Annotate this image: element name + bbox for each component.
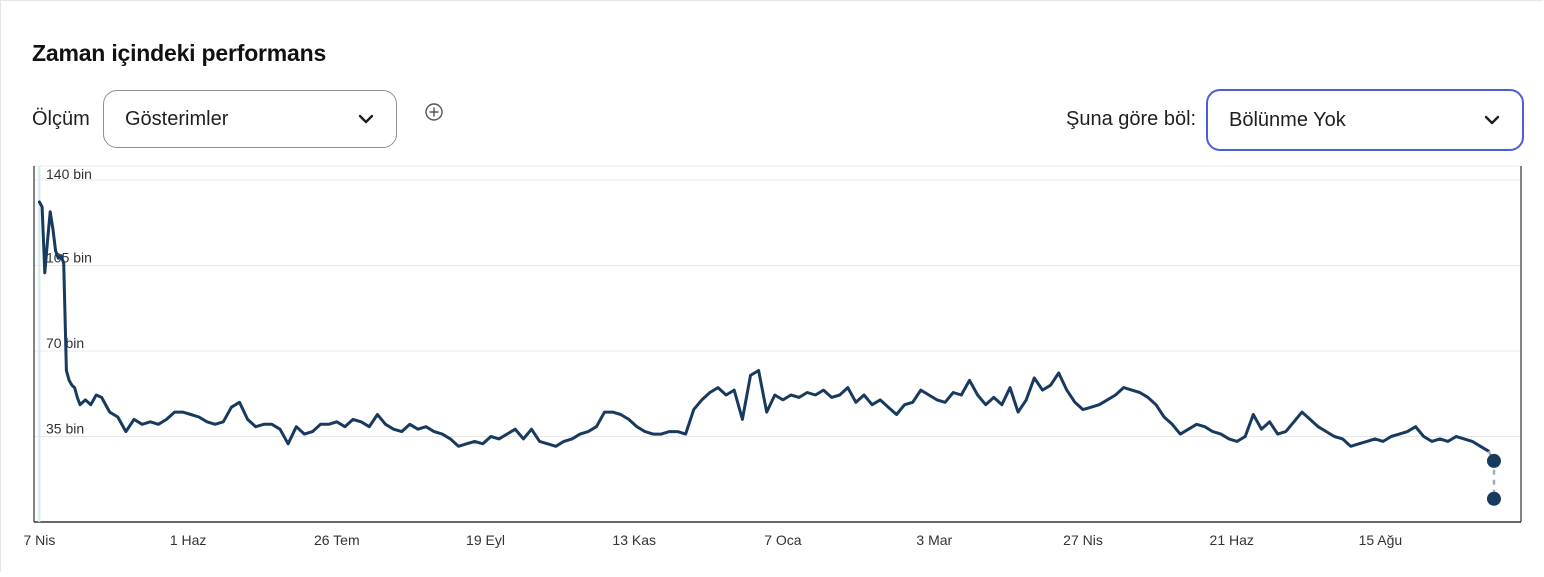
y-tick-label: 35 bin — [46, 421, 84, 437]
metric-select-value: Gösterimler — [125, 107, 229, 130]
x-tick-label: 27 Nis — [1063, 532, 1103, 548]
x-tick-label: 15 Ağu — [1359, 532, 1403, 548]
projection-point — [1486, 491, 1501, 506]
x-tick-label: 1 Haz — [170, 532, 207, 548]
x-tick-label: 13 Kas — [612, 532, 656, 548]
split-label: Şuna göre böl: — [1066, 108, 1197, 130]
series-line — [37, 200, 1491, 453]
metric-select[interactable]: Gösterimler — [103, 90, 397, 148]
chevron-down-icon — [1484, 115, 1500, 125]
page-title: Zaman içindeki performans — [32, 40, 327, 66]
x-tick-label: 19 Eyl — [466, 532, 505, 548]
projection-point — [1486, 453, 1501, 468]
x-tick-label: 3 Mar — [916, 532, 952, 548]
split-select-value: Bölünme Yok — [1229, 108, 1346, 131]
split-select[interactable]: Bölünme Yok — [1206, 89, 1524, 151]
x-tick-label: 21 Haz — [1210, 532, 1254, 548]
y-tick-label: 140 bin — [46, 166, 92, 182]
x-tick-label: 7 Oca — [764, 532, 802, 548]
chevron-down-icon — [358, 114, 374, 124]
metric-label: Ölçüm — [32, 108, 90, 130]
x-tick-label: 26 Tem — [314, 532, 360, 548]
x-tick-label: 7 Nis — [23, 532, 55, 548]
plus-circle-icon[interactable] — [425, 103, 443, 121]
y-tick-label: 105 bin — [46, 250, 92, 266]
